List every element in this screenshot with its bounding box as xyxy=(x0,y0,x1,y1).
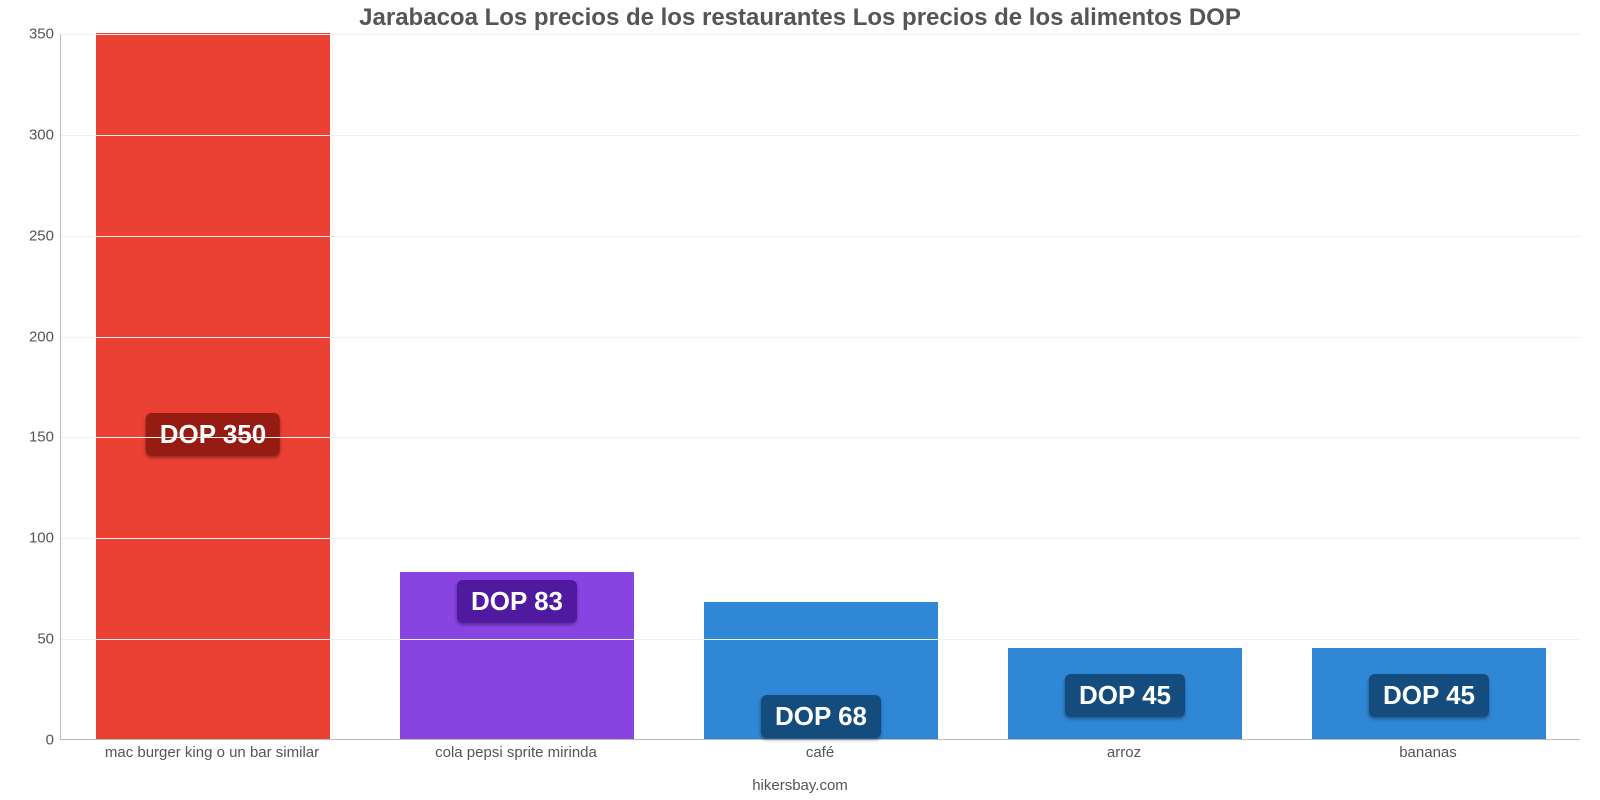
value-badge: DOP 45 xyxy=(1065,674,1185,717)
y-tick-label: 200 xyxy=(29,328,54,345)
bar: DOP 83 xyxy=(400,572,634,739)
x-tick-label: arroz xyxy=(1107,744,1141,761)
value-badge: DOP 68 xyxy=(761,695,881,738)
y-tick-label: 350 xyxy=(29,26,54,43)
value-badge: DOP 350 xyxy=(146,413,280,456)
grid-line xyxy=(61,437,1580,438)
x-tick-label: cola pepsi sprite mirinda xyxy=(435,744,597,761)
bar-slot: DOP 45 xyxy=(1277,34,1581,739)
grid-line xyxy=(61,34,1580,35)
bar: DOP 68 xyxy=(704,602,938,739)
x-tick-label: bananas xyxy=(1399,744,1457,761)
y-tick-label: 50 xyxy=(37,631,54,648)
chart-title: Jarabacoa Los precios de los restaurante… xyxy=(0,4,1600,32)
grid-line xyxy=(61,538,1580,539)
bar: DOP 350 xyxy=(96,33,330,739)
value-badge: DOP 83 xyxy=(457,580,577,623)
bars-layer: DOP 350 DOP 83 DOP 68 DOP 45 DOP 45 xyxy=(61,34,1580,739)
grid-line xyxy=(61,236,1580,237)
chart-container: Jarabacoa Los precios de los restaurante… xyxy=(0,0,1600,800)
value-badge: DOP 45 xyxy=(1369,674,1489,717)
x-tick-label: mac burger king o un bar similar xyxy=(105,744,319,761)
bar-slot: DOP 45 xyxy=(973,34,1277,739)
bar-slot: DOP 83 xyxy=(365,34,669,739)
y-tick-label: 150 xyxy=(29,429,54,446)
bar-slot: DOP 68 xyxy=(669,34,973,739)
y-tick-label: 0 xyxy=(46,732,54,749)
bar: DOP 45 xyxy=(1008,648,1242,739)
plot-area: DOP 350 DOP 83 DOP 68 DOP 45 DOP 45 xyxy=(60,34,1580,740)
y-tick-label: 300 xyxy=(29,126,54,143)
y-tick-label: 100 xyxy=(29,530,54,547)
grid-line xyxy=(61,135,1580,136)
grid-line xyxy=(61,639,1580,640)
footer-credit: hikersbay.com xyxy=(0,777,1600,794)
y-tick-label: 250 xyxy=(29,227,54,244)
bar: DOP 45 xyxy=(1312,648,1546,739)
bar-slot: DOP 350 xyxy=(61,34,365,739)
x-tick-label: café xyxy=(806,744,834,761)
grid-line xyxy=(61,337,1580,338)
